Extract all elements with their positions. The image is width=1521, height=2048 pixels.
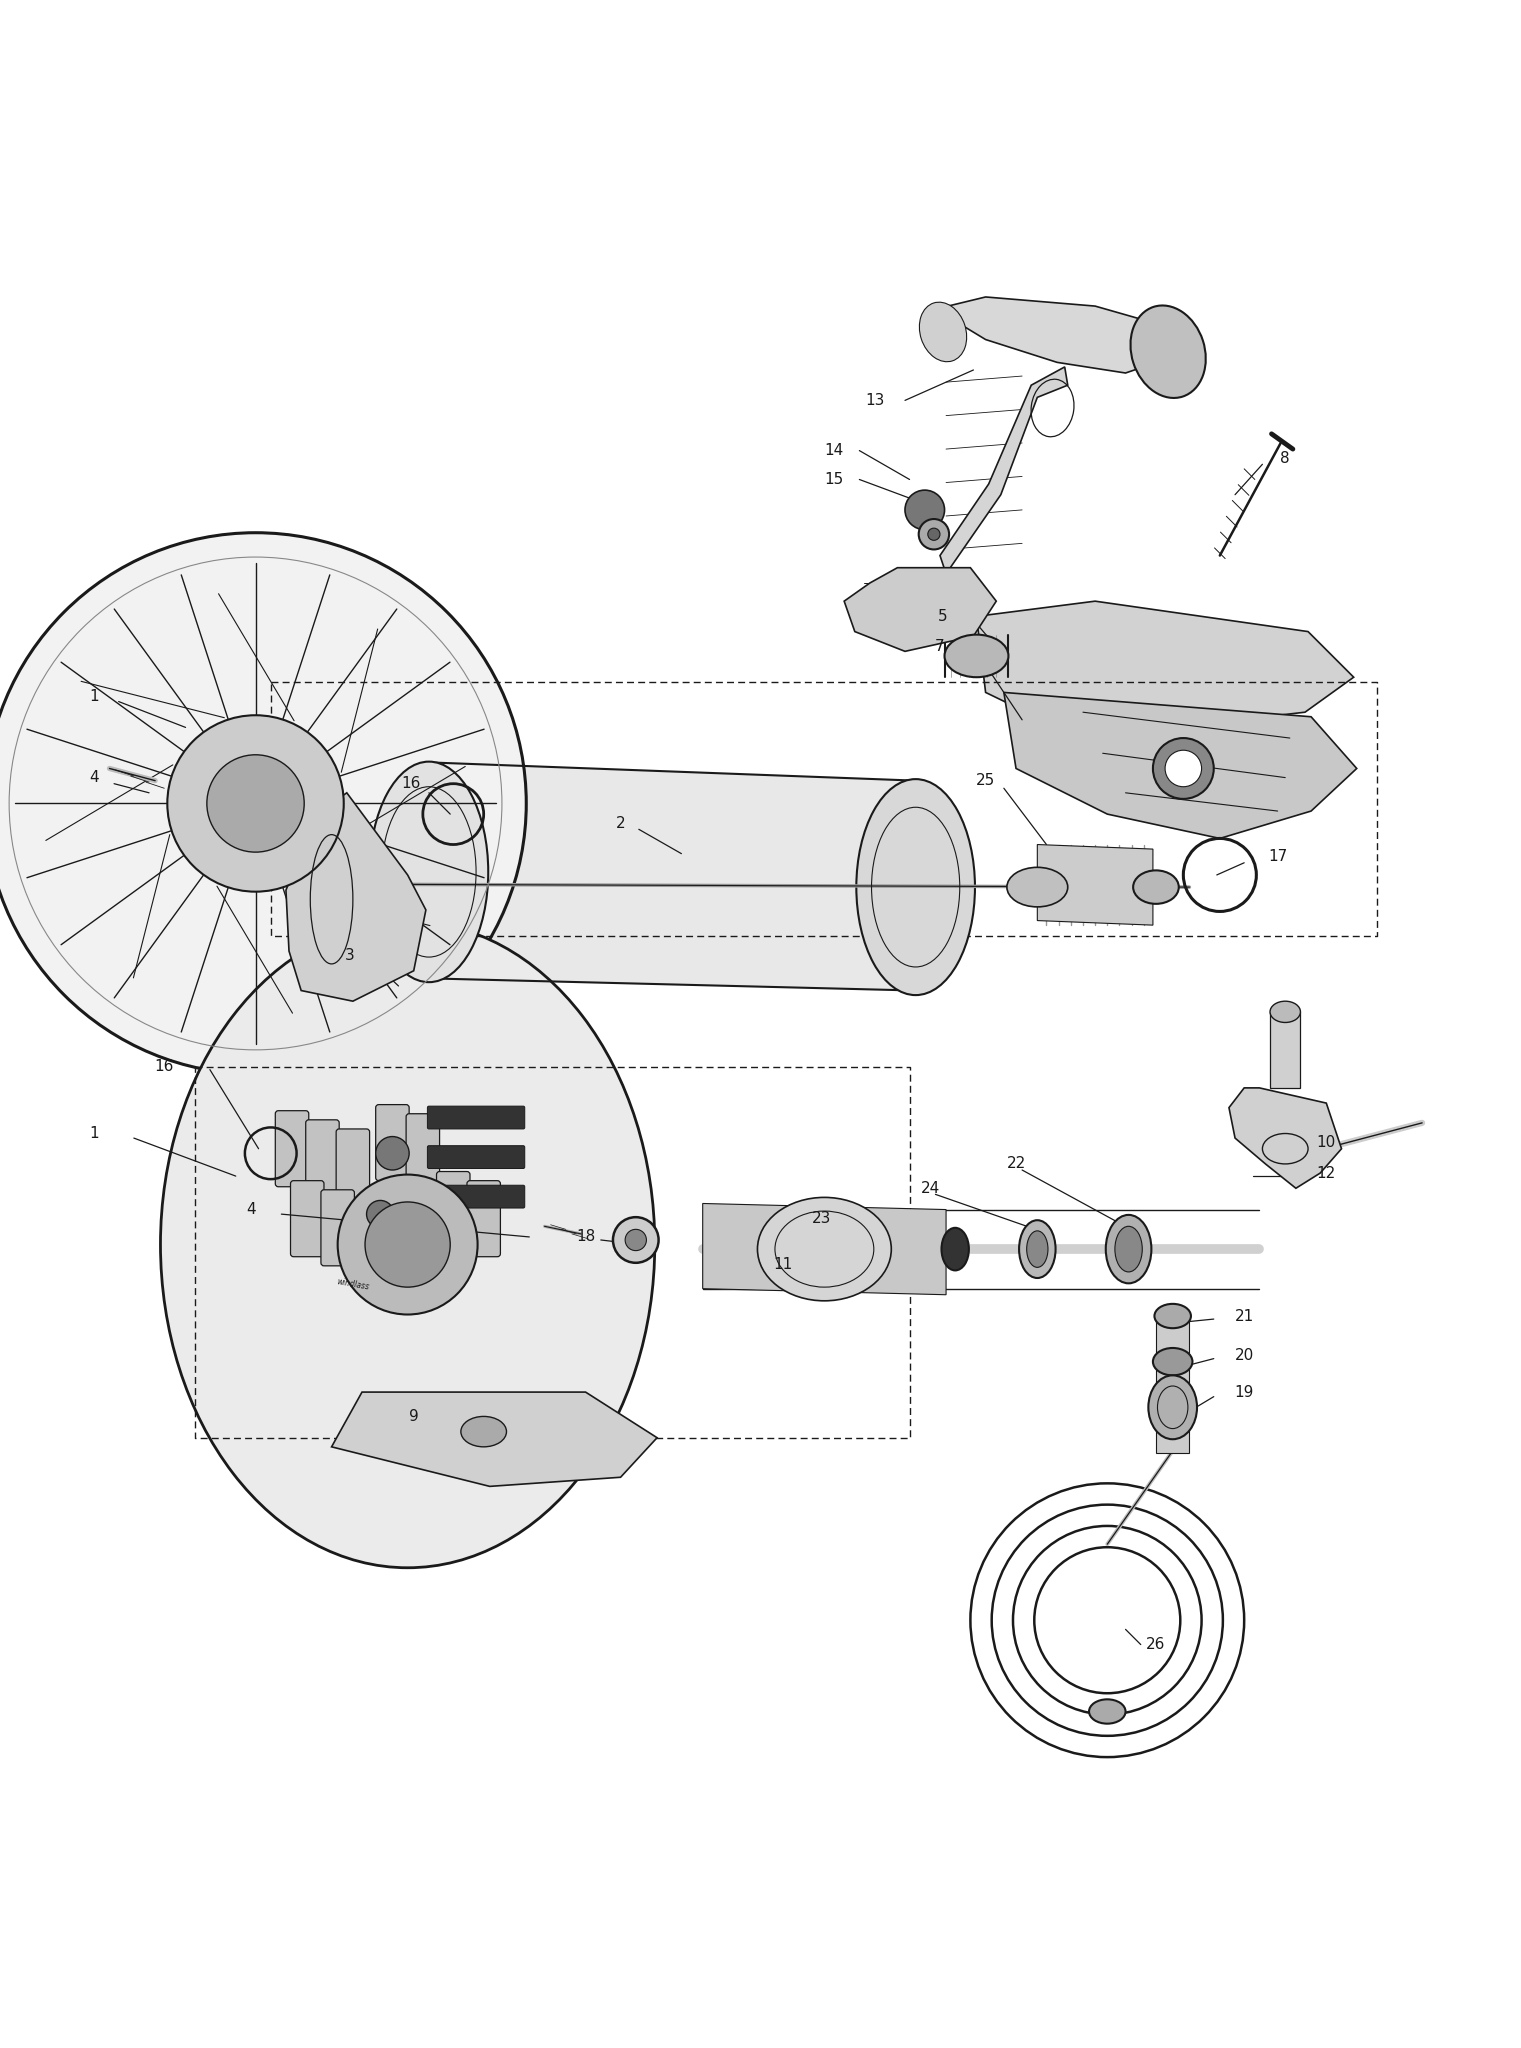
- Text: 8: 8: [1281, 451, 1290, 465]
- Circle shape: [625, 1229, 646, 1251]
- Ellipse shape: [161, 922, 654, 1569]
- Polygon shape: [1004, 692, 1357, 838]
- Text: 16: 16: [155, 1059, 173, 1073]
- Polygon shape: [429, 762, 916, 991]
- FancyBboxPatch shape: [321, 1190, 354, 1266]
- Text: 1: 1: [90, 1126, 99, 1141]
- Ellipse shape: [1153, 1348, 1192, 1376]
- Ellipse shape: [1019, 1221, 1056, 1278]
- FancyBboxPatch shape: [275, 1110, 309, 1186]
- Text: 5: 5: [938, 608, 948, 625]
- Polygon shape: [1270, 1012, 1300, 1087]
- FancyBboxPatch shape: [336, 1128, 370, 1204]
- Circle shape: [1153, 737, 1214, 799]
- FancyBboxPatch shape: [406, 1114, 440, 1190]
- Ellipse shape: [1148, 1376, 1197, 1440]
- Circle shape: [365, 1202, 450, 1286]
- Polygon shape: [935, 297, 1179, 373]
- Text: 14: 14: [824, 442, 843, 459]
- Text: 11: 11: [774, 1257, 792, 1272]
- Ellipse shape: [1007, 868, 1068, 907]
- Text: 13: 13: [865, 393, 884, 408]
- FancyBboxPatch shape: [427, 1145, 525, 1169]
- Ellipse shape: [1154, 1305, 1191, 1329]
- Polygon shape: [286, 793, 426, 1001]
- Text: 15: 15: [824, 471, 843, 487]
- Text: 19: 19: [1235, 1384, 1253, 1399]
- Text: 3: 3: [345, 948, 354, 963]
- Ellipse shape: [1027, 1231, 1048, 1268]
- Polygon shape: [940, 367, 1068, 573]
- Text: 23: 23: [812, 1210, 830, 1227]
- Text: 22: 22: [1007, 1157, 1025, 1171]
- Polygon shape: [1037, 844, 1153, 926]
- Text: 17: 17: [1269, 850, 1287, 864]
- Ellipse shape: [919, 303, 967, 362]
- Ellipse shape: [1133, 870, 1179, 903]
- Text: windlass: windlass: [336, 1278, 370, 1292]
- Polygon shape: [976, 602, 1354, 737]
- Ellipse shape: [1106, 1214, 1151, 1284]
- Circle shape: [367, 1200, 394, 1229]
- Text: 4: 4: [246, 1202, 256, 1217]
- Text: 10: 10: [1317, 1135, 1335, 1151]
- Polygon shape: [1229, 1087, 1342, 1188]
- Circle shape: [613, 1217, 659, 1264]
- Text: 20: 20: [1235, 1348, 1253, 1364]
- Circle shape: [167, 715, 344, 891]
- Circle shape: [0, 532, 526, 1075]
- Ellipse shape: [757, 1198, 891, 1300]
- Text: 12: 12: [1317, 1165, 1335, 1180]
- Ellipse shape: [370, 762, 488, 983]
- Polygon shape: [332, 1393, 657, 1487]
- FancyBboxPatch shape: [291, 1180, 324, 1257]
- Text: 1: 1: [90, 690, 99, 705]
- Circle shape: [905, 489, 945, 530]
- Circle shape: [207, 756, 304, 852]
- Text: 2: 2: [616, 815, 625, 831]
- FancyBboxPatch shape: [467, 1180, 500, 1257]
- Circle shape: [376, 1137, 409, 1169]
- Text: 25: 25: [976, 774, 995, 788]
- Ellipse shape: [1270, 1001, 1300, 1022]
- Ellipse shape: [856, 778, 975, 995]
- Text: 18: 18: [576, 1229, 595, 1245]
- Text: 21: 21: [1235, 1309, 1253, 1323]
- FancyBboxPatch shape: [376, 1104, 409, 1180]
- FancyBboxPatch shape: [437, 1171, 470, 1247]
- FancyBboxPatch shape: [427, 1106, 525, 1128]
- Ellipse shape: [1089, 1700, 1126, 1724]
- Circle shape: [1165, 750, 1202, 786]
- Ellipse shape: [1130, 305, 1206, 397]
- Text: 24: 24: [922, 1182, 940, 1196]
- Ellipse shape: [941, 1229, 969, 1270]
- Ellipse shape: [945, 635, 1008, 678]
- Text: 7: 7: [935, 639, 945, 653]
- Text: 16: 16: [402, 776, 420, 791]
- Circle shape: [338, 1176, 478, 1315]
- FancyBboxPatch shape: [427, 1186, 525, 1208]
- Circle shape: [919, 518, 949, 549]
- Ellipse shape: [461, 1417, 506, 1446]
- Text: 26: 26: [1147, 1636, 1165, 1653]
- FancyBboxPatch shape: [306, 1120, 339, 1196]
- Text: 4: 4: [90, 770, 99, 784]
- Polygon shape: [844, 567, 996, 651]
- Polygon shape: [1156, 1317, 1189, 1452]
- Text: 9: 9: [409, 1409, 418, 1423]
- Circle shape: [928, 528, 940, 541]
- Polygon shape: [703, 1204, 946, 1294]
- Ellipse shape: [1115, 1227, 1142, 1272]
